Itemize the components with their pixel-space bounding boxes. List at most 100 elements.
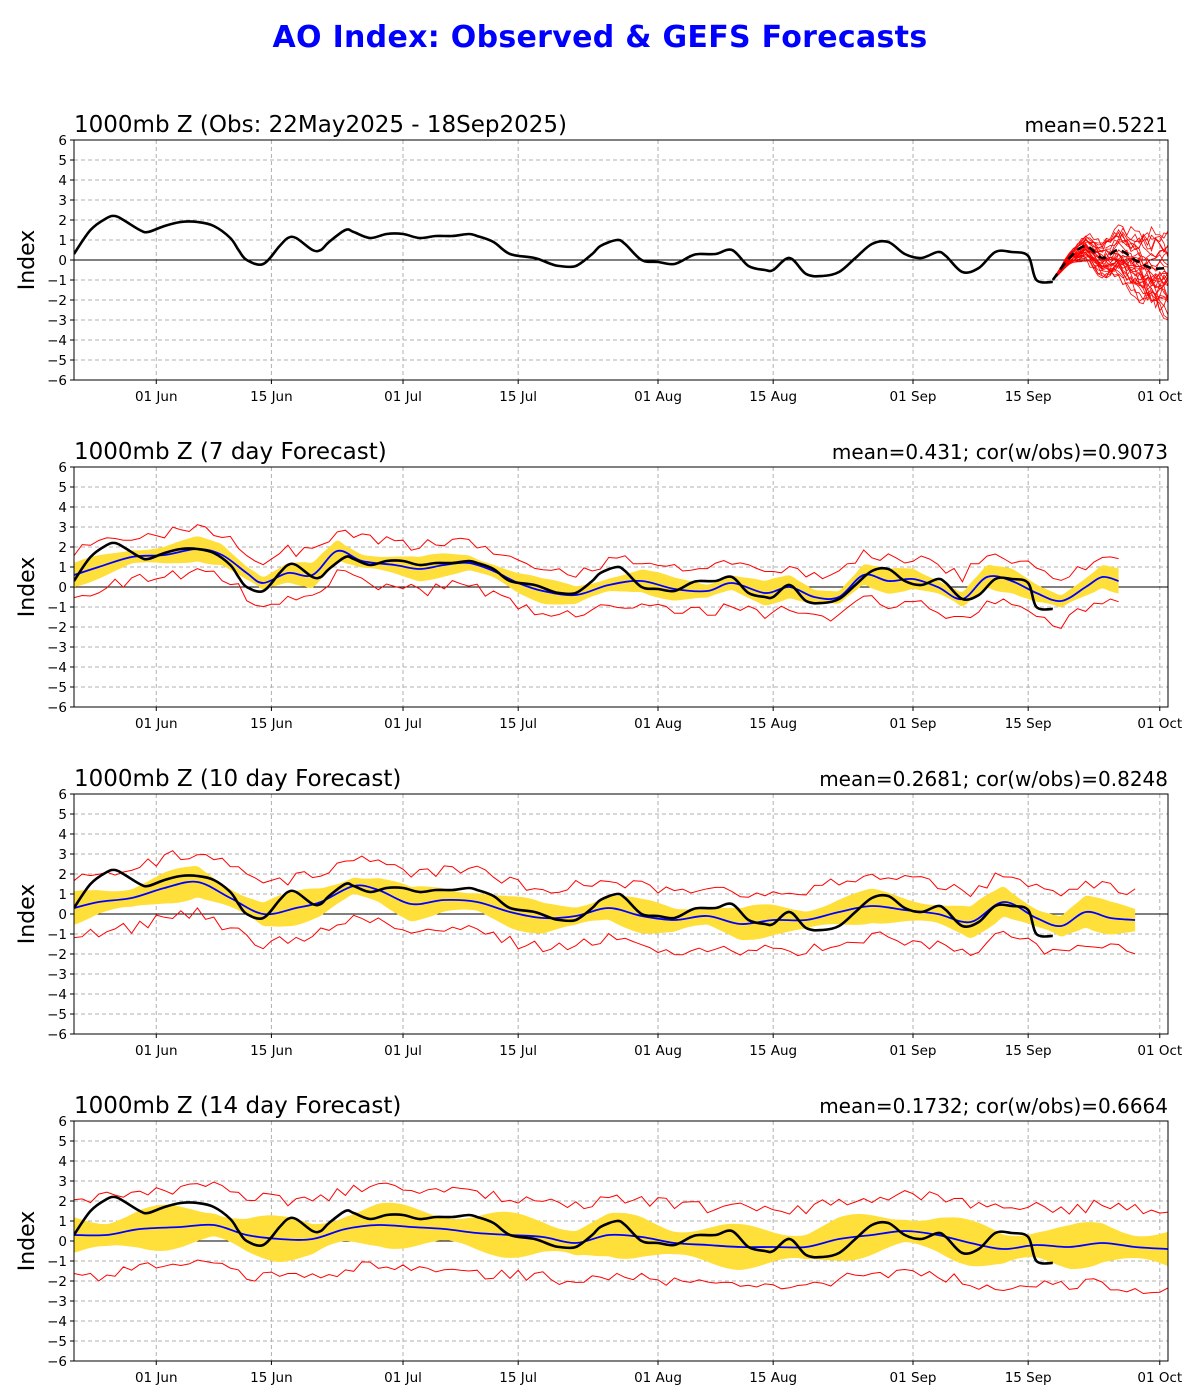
y-tick-label: 6 (58, 787, 67, 803)
y-tick-label: −4 (47, 987, 67, 1003)
y-tick-label: 2 (58, 1194, 67, 1210)
panel-3: −6 −5 −4 −3 −2 −1 0 1 2 3 4 5 6 01 Jun 15 Jun 01 Jul 15 … (15, 766, 1182, 1059)
x-tick-label: 01 Jun (135, 1043, 178, 1059)
plot-area (74, 524, 1119, 629)
y-tick-label: 2 (58, 213, 67, 229)
panel-title: 1000mb Z (10 day Forecast) (74, 766, 401, 792)
x-tick-label: 01 Oct (1137, 716, 1182, 732)
x-tick-label: 01 Sep (890, 716, 937, 732)
y-tick-label: −5 (47, 353, 67, 369)
max-line (74, 850, 1136, 898)
x-tick-label: 01 Sep (890, 1043, 937, 1059)
x-tick-label: 01 Oct (1137, 1043, 1182, 1059)
y-tick-label: −1 (47, 600, 67, 616)
observed-line (74, 1195, 1053, 1265)
observed-line (74, 214, 1053, 284)
x-tick-label: 01 Jun (135, 1370, 178, 1386)
y-tick-label: −3 (47, 967, 67, 983)
ensemble-mean-forecast-line (1051, 244, 1168, 281)
panel-stats: mean=0.1732; cor(w/obs)=0.6664 (819, 1094, 1168, 1118)
max-line (74, 524, 1119, 583)
x-tick-label: 15 Aug (749, 389, 797, 405)
y-tick-label: −3 (47, 313, 67, 329)
y-tick-label: 4 (58, 173, 67, 189)
chart-main-title: AO Index: Observed & GEFS Forecasts (272, 20, 928, 55)
x-tick-label: 01 Oct (1137, 1370, 1182, 1386)
x-tick-label: 01 Jul (384, 1043, 422, 1059)
x-tick-label: 15 Sep (1005, 716, 1052, 732)
y-tick-label: −1 (47, 273, 67, 289)
x-tick-label: 15 Aug (749, 716, 797, 732)
y-axis-label: Index (15, 230, 40, 291)
y-tick-label: −3 (47, 1294, 67, 1310)
plot-area (74, 214, 1168, 320)
x-tick-label: 15 Jul (499, 716, 537, 732)
x-tick-label: 15 Jul (499, 1370, 537, 1386)
x-tick-label: 15 Aug (749, 1370, 797, 1386)
y-tick-label: 5 (58, 480, 67, 496)
y-tick-label: 4 (58, 500, 67, 516)
y-tick-label: 4 (58, 1154, 67, 1170)
x-tick-label: 15 Jul (499, 1043, 537, 1059)
y-tick-label: 2 (58, 540, 67, 556)
y-tick-label: −3 (47, 640, 67, 656)
grid (74, 467, 1168, 707)
x-tick-label: 15 Jun (250, 716, 293, 732)
x-tick-label: 01 Jun (135, 716, 178, 732)
y-tick-label: −6 (47, 1027, 67, 1043)
panel-title: 1000mb Z (7 day Forecast) (74, 439, 387, 465)
spread-band (74, 866, 1136, 941)
x-tick-label: 01 Aug (634, 1370, 682, 1386)
ensemble-mean-line (74, 880, 1136, 928)
y-tick-label: −4 (47, 660, 67, 676)
panel-stats: mean=0.5221 (1025, 113, 1168, 137)
y-tick-label: −4 (47, 1314, 67, 1330)
y-tick-label: −1 (47, 927, 67, 943)
min-line (74, 907, 1136, 957)
y-axis-label: Index (15, 557, 40, 618)
y-tick-label: −5 (47, 1334, 67, 1350)
panel-1: −6 −5 −4 −3 −2 −1 0 1 2 3 4 5 6 01 Jun 15 Jun 01 Jul 15 … (15, 112, 1182, 405)
y-tick-label: 4 (58, 827, 67, 843)
ensemble-members (1052, 224, 1168, 320)
y-tick-label: 3 (58, 193, 67, 209)
y-tick-label: 1 (58, 1214, 67, 1230)
y-tick-label: 3 (58, 520, 67, 536)
plot-area (74, 850, 1136, 957)
x-tick-label: 15 Sep (1005, 389, 1052, 405)
ensemble-member-line (1052, 231, 1168, 281)
y-tick-label: 6 (58, 133, 67, 149)
x-tick-label: 01 Sep (890, 1370, 937, 1386)
x-tick-label: 01 Jun (135, 389, 178, 405)
x-tick-label: 15 Jun (250, 1370, 293, 1386)
x-tick-label: 01 Aug (634, 1043, 682, 1059)
ensemble-mean-line (74, 1223, 1168, 1250)
y-tick-label: 5 (58, 807, 67, 823)
y-tick-label: 2 (58, 867, 67, 883)
y-tick-label: −6 (47, 1354, 67, 1370)
y-tick-label: 0 (58, 253, 67, 269)
spread-band (74, 1202, 1168, 1270)
ensemble-member-line (1052, 231, 1168, 281)
ensemble-member-line (1052, 225, 1168, 281)
y-tick-label: −4 (47, 333, 67, 349)
y-tick-label: 5 (58, 153, 67, 169)
spread-band (74, 536, 1119, 608)
y-tick-label: −5 (47, 1007, 67, 1023)
panel-stats: mean=0.2681; cor(w/obs)=0.8248 (819, 767, 1168, 791)
x-tick-label: 01 Sep (890, 389, 937, 405)
y-tick-label: 3 (58, 847, 67, 863)
panel-title: 1000mb Z (Obs: 22May2025 - 18Sep2025) (74, 112, 567, 138)
x-tick-label: 01 Jul (384, 1370, 422, 1386)
y-tick-label: 1 (58, 233, 67, 249)
y-axis-label: Index (15, 884, 40, 945)
y-tick-label: −6 (47, 373, 67, 389)
observed-line (74, 541, 1053, 611)
panel-title: 1000mb Z (14 day Forecast) (74, 1093, 401, 1119)
x-tick-label: 01 Oct (1137, 389, 1182, 405)
y-tick-label: 3 (58, 1174, 67, 1190)
observed-line (74, 868, 1053, 938)
ensemble-member-line (1052, 231, 1168, 281)
x-tick-label: 01 Aug (634, 389, 682, 405)
